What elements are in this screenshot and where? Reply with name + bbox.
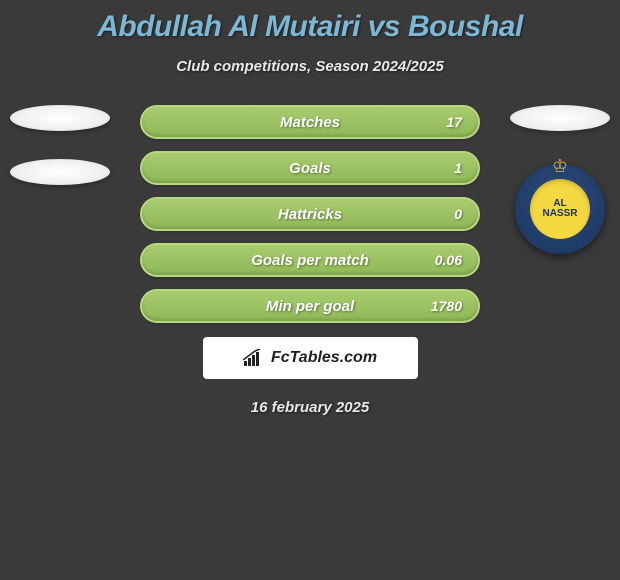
stat-label: Hattricks (278, 206, 342, 223)
left-player-badges (10, 105, 110, 213)
date-text: 16 february 2025 (0, 399, 620, 416)
chart-icon (243, 349, 265, 367)
stat-label: Goals (289, 160, 331, 177)
stat-right-value: 17 (446, 114, 462, 130)
logo-text: ALNASSR (542, 199, 577, 219)
attribution-text: FcTables.com (271, 349, 377, 367)
stat-label: Matches (280, 114, 340, 131)
stat-bars: Matches 17 Goals 1 Hattricks 0 Goals per… (140, 105, 480, 323)
stat-bar-goals: Goals 1 (140, 151, 480, 185)
stat-bar-matches: Matches 17 (140, 105, 480, 139)
right-player-badges: ♔ ALNASSR (510, 105, 610, 259)
logo-inner-circle: ALNASSR (530, 179, 590, 239)
attribution-badge: FcTables.com (203, 337, 418, 379)
right-club-logo: ♔ ALNASSR (510, 159, 610, 259)
subtitle: Club competitions, Season 2024/2025 (0, 58, 620, 75)
page-title: Abdullah Al Mutairi vs Boushal (0, 0, 620, 44)
left-badge-2 (10, 159, 110, 185)
stat-bar-hattricks: Hattricks 0 (140, 197, 480, 231)
stat-right-value: 0.06 (435, 252, 462, 268)
stat-right-value: 1780 (431, 298, 462, 314)
crown-icon: ♔ (552, 156, 568, 177)
stat-bar-min-per-goal: Min per goal 1780 (140, 289, 480, 323)
stat-right-value: 0 (454, 206, 462, 222)
stat-label: Goals per match (251, 252, 369, 269)
stat-label: Min per goal (266, 298, 354, 315)
left-badge-1 (10, 105, 110, 131)
right-badge-1 (510, 105, 610, 131)
al-nassr-logo: ♔ ALNASSR (515, 164, 605, 254)
stat-bar-goals-per-match: Goals per match 0.06 (140, 243, 480, 277)
comparison-content: ♔ ALNASSR Matches 17 Goals 1 Hattricks 0… (0, 105, 620, 416)
stat-right-value: 1 (454, 160, 462, 176)
